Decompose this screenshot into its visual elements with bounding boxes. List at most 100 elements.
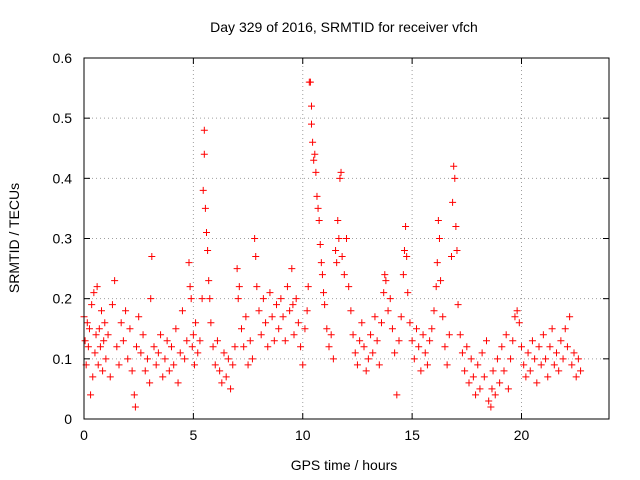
data-point — [234, 295, 242, 303]
data-point — [87, 391, 95, 399]
data-point — [419, 331, 427, 339]
data-point — [441, 343, 449, 351]
data-point — [367, 331, 375, 339]
data-point — [496, 379, 504, 387]
data-point — [99, 367, 107, 375]
data-point — [231, 343, 239, 351]
data-point — [315, 216, 323, 224]
data-point — [445, 331, 453, 339]
data-point — [469, 373, 477, 381]
data-point — [384, 307, 392, 315]
data-point — [458, 349, 466, 357]
data-point — [531, 355, 539, 363]
data-point — [141, 367, 149, 375]
data-point — [325, 343, 333, 351]
data-point — [568, 361, 576, 369]
data-point — [465, 379, 473, 387]
data-point — [511, 313, 519, 321]
data-point — [572, 373, 580, 381]
data-point — [353, 361, 361, 369]
data-point — [537, 361, 545, 369]
data-point — [526, 367, 534, 375]
data-point — [432, 283, 440, 291]
data-point — [337, 168, 345, 176]
data-point — [152, 361, 160, 369]
data-point — [504, 385, 512, 393]
data-point — [131, 403, 139, 411]
data-point — [273, 301, 280, 309]
data-point — [421, 349, 429, 357]
data-point — [143, 355, 151, 363]
data-point — [301, 325, 309, 333]
data-point — [117, 319, 125, 327]
data-point — [548, 325, 556, 333]
y-tick-label: 0.2 — [53, 291, 73, 307]
data-point — [347, 307, 355, 315]
data-point — [340, 271, 348, 279]
data-point — [224, 355, 232, 363]
data-point — [480, 373, 488, 381]
data-point — [102, 355, 110, 363]
data-point — [88, 301, 96, 309]
data-point — [570, 349, 578, 357]
data-point — [277, 295, 285, 303]
data-point — [334, 216, 342, 224]
y-tick-label: 0.6 — [53, 50, 73, 66]
data-point — [192, 319, 200, 327]
data-point — [240, 343, 248, 351]
data-point — [518, 343, 525, 351]
data-point — [561, 325, 569, 333]
data-point — [126, 325, 134, 333]
y-axis-label: SRMTID / TECUs — [6, 183, 22, 293]
data-point — [176, 349, 184, 357]
data-point — [364, 355, 372, 363]
data-point — [336, 174, 344, 182]
data-point — [395, 337, 403, 345]
data-point — [186, 283, 194, 291]
data-point — [403, 253, 411, 261]
data-point — [493, 355, 501, 363]
data-point — [520, 361, 528, 369]
data-point — [199, 186, 207, 194]
data-point — [524, 349, 532, 357]
data-point — [476, 385, 484, 393]
y-tick-label: 0.5 — [53, 110, 73, 126]
data-point — [115, 361, 123, 369]
data-point — [100, 337, 108, 345]
data-point — [485, 397, 493, 405]
data-point — [522, 373, 530, 381]
data-point — [402, 222, 410, 230]
data-point — [304, 283, 312, 291]
data-point — [262, 319, 270, 327]
axis-ticks — [83, 57, 609, 420]
data-point — [358, 319, 366, 327]
data-point — [317, 259, 325, 267]
data-point — [546, 343, 554, 351]
data-point — [574, 355, 582, 363]
data-point — [500, 367, 508, 375]
data-point — [89, 373, 97, 381]
data-point — [178, 307, 186, 315]
data-point — [430, 307, 438, 315]
data-point — [147, 295, 155, 303]
data-point — [388, 325, 396, 333]
data-point — [253, 283, 261, 291]
data-point — [238, 325, 245, 333]
data-point — [85, 325, 93, 333]
data-point — [456, 331, 464, 339]
data-point — [487, 403, 495, 411]
data-point — [313, 192, 321, 200]
data-point — [172, 325, 180, 333]
data-point — [84, 343, 92, 351]
data-point — [439, 313, 447, 321]
data-point — [544, 373, 552, 381]
grid-lines — [84, 58, 609, 419]
data-point — [292, 295, 300, 303]
data-point — [362, 367, 370, 375]
data-point — [264, 343, 272, 351]
y-tick-label: 0 — [64, 411, 72, 427]
data-point — [332, 247, 340, 255]
data-point — [252, 253, 260, 261]
data-point — [386, 295, 394, 303]
